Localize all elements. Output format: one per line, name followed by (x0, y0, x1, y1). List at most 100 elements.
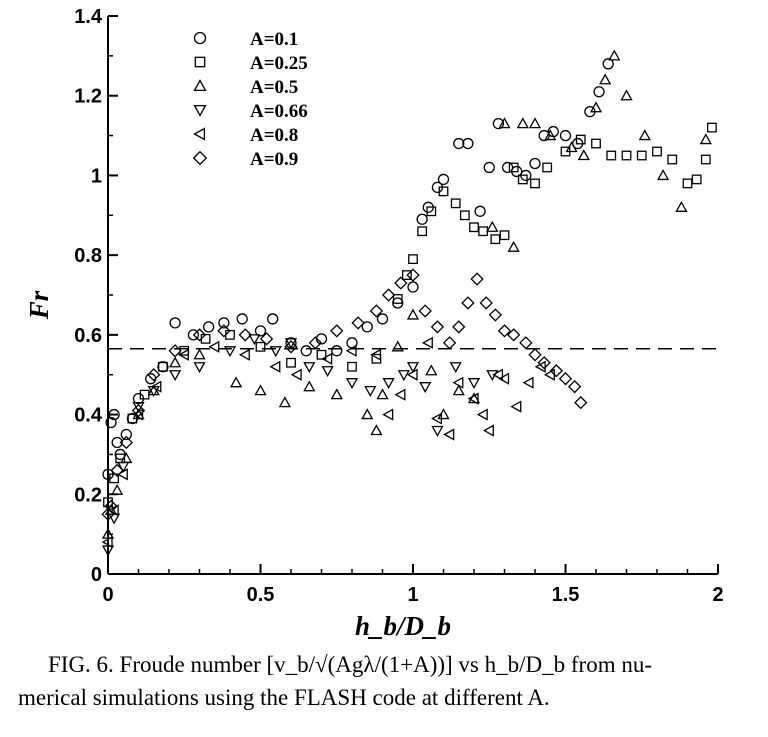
data-point (450, 198, 461, 209)
data-point (452, 320, 466, 334)
y-tick-label: 0.4 (74, 405, 103, 427)
data-point (453, 137, 465, 150)
data-point (187, 329, 200, 341)
data-point (107, 504, 119, 517)
data-point (638, 129, 651, 141)
data-point (462, 137, 474, 150)
legend-marker (192, 150, 208, 166)
data-point (507, 240, 520, 252)
data-point (565, 141, 578, 153)
data-point (470, 272, 484, 286)
scatter-chart: 0 0.5 1 1.5 2 0 0.2 0.4 0.6 0.8 1 1.2 1.4 h_b/D_b Fr A=… (24, 6, 724, 641)
legend-marker (193, 104, 207, 117)
data-point (488, 308, 503, 322)
x-tick-label: 0.5 (247, 584, 275, 606)
data-point (330, 324, 344, 338)
data-point (303, 380, 316, 392)
data-point (519, 336, 533, 350)
data-point (168, 344, 182, 358)
data-point (308, 336, 323, 350)
data-point (238, 348, 250, 361)
data-point (486, 370, 499, 382)
data-point (406, 268, 420, 282)
data-point (492, 117, 505, 130)
data-point (599, 73, 612, 85)
data-point (286, 357, 296, 368)
data-point (345, 378, 359, 390)
data-point (370, 348, 382, 361)
data-point (529, 157, 541, 170)
data-point (316, 349, 327, 360)
data-point (217, 324, 231, 338)
data-point (437, 173, 450, 186)
data-point (575, 134, 586, 145)
y-tick-label: 0.6 (74, 325, 102, 347)
x-tick-label: 2 (712, 584, 723, 606)
series-5 (101, 268, 588, 521)
data-point (699, 133, 712, 145)
data-point (321, 352, 333, 365)
data-point (620, 89, 633, 101)
data-point (459, 210, 470, 221)
data-point (430, 320, 445, 334)
data-point (200, 333, 211, 344)
data-point (652, 146, 662, 157)
data-point (406, 362, 420, 374)
data-point (559, 129, 572, 142)
data-point (132, 408, 144, 421)
data-point (707, 122, 717, 133)
data-point (111, 483, 124, 495)
data-point (255, 341, 266, 352)
data-point (397, 370, 410, 382)
data-point (691, 174, 702, 185)
data-point (498, 372, 510, 385)
data-point (284, 340, 298, 354)
chart-figure: 0 0.5 1 1.5 2 0 0.2 0.4 0.6 0.8 1 1.2 1.4 h_b/D_b Fr A=… (24, 6, 724, 641)
data-point (269, 346, 282, 358)
data-point (506, 328, 521, 342)
x-tick-label: 1 (407, 584, 418, 606)
data-point (542, 162, 553, 173)
data-point (193, 348, 206, 360)
data-point (376, 313, 389, 325)
data-point (621, 150, 632, 161)
data-point (534, 360, 546, 373)
y-tick-label: 0.8 (74, 245, 102, 267)
data-point (345, 344, 357, 357)
data-point (517, 174, 528, 185)
data-point (392, 294, 403, 304)
x-axis-label: h_b/D_b (355, 611, 451, 640)
data-point (110, 463, 124, 478)
data-point (443, 428, 455, 441)
data-point (117, 461, 130, 473)
data-point (558, 372, 573, 386)
data-point (530, 178, 540, 189)
data-point (421, 336, 433, 349)
data-point (476, 408, 488, 421)
data-point (417, 226, 428, 237)
data-point (508, 162, 519, 173)
data-point (602, 58, 614, 70)
caption-line-2: merical simulations using the FLASH code… (18, 685, 550, 710)
legend-label: A=0.1 (250, 29, 298, 50)
data-point (606, 150, 617, 161)
data-point (105, 416, 117, 429)
data-point (381, 288, 396, 302)
y-axis-label: Fr (24, 290, 54, 320)
data-point (119, 435, 133, 450)
legend-label: A=0.25 (250, 53, 308, 74)
data-point (382, 408, 394, 421)
data-point (497, 324, 512, 338)
data-point (636, 150, 647, 161)
data-point (408, 254, 418, 265)
data-point (168, 370, 182, 382)
data-point (510, 400, 522, 413)
data-point (544, 129, 557, 141)
data-point (394, 276, 408, 290)
data-point (157, 361, 168, 372)
data-point (101, 507, 115, 521)
data-point (591, 138, 601, 149)
data-point (370, 424, 383, 436)
series-3 (101, 334, 499, 557)
data-point (608, 49, 621, 61)
